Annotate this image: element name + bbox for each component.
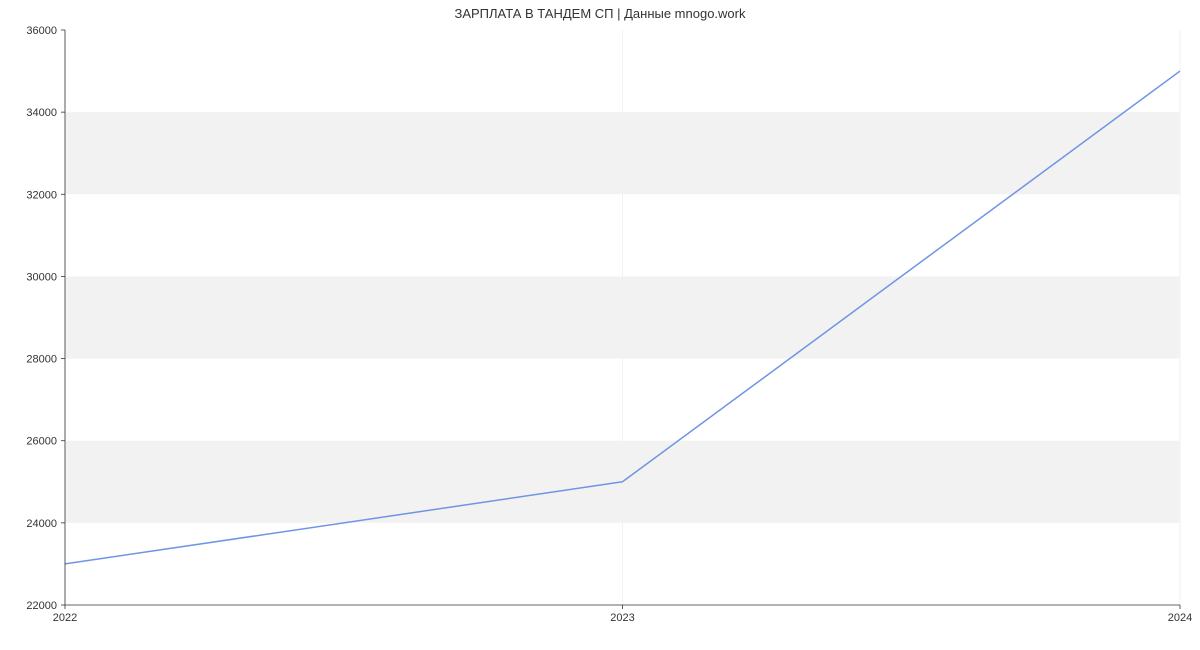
x-tick-label: 2024 [1168,612,1192,624]
x-tick-label: 2022 [53,612,77,624]
y-tick-label: 24000 [26,518,57,530]
y-tick-label: 34000 [26,107,57,119]
y-tick-label: 22000 [26,600,57,612]
salary-line-chart: ЗАРПЛАТА В ТАНДЕМ СП | Данные mnogo.work… [0,0,1200,650]
y-tick-label: 28000 [26,354,57,366]
chart-svg: 22000 24000 26000 28000 30000 32000 34000 36000… [0,0,1200,650]
y-tick-label: 30000 [26,271,57,283]
y-tick-label: 36000 [26,25,57,37]
x-tick-label: 2023 [610,612,634,624]
y-tick-label: 32000 [26,189,57,201]
y-tick-label: 26000 [26,436,57,448]
